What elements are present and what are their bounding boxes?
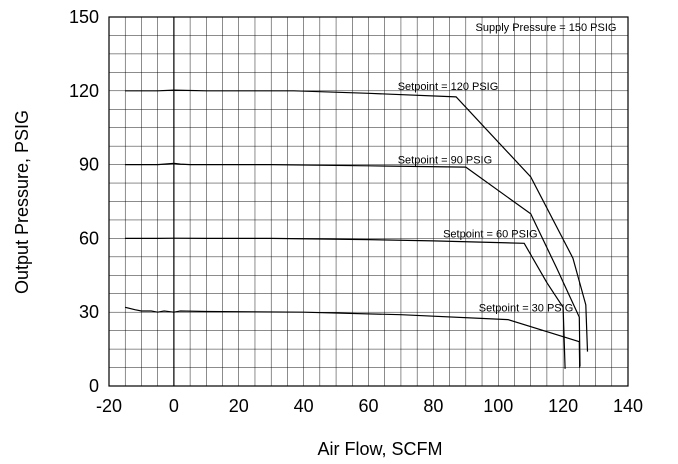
x-axis-title: Air Flow, SCFM (317, 439, 442, 459)
x-tick-label: 140 (613, 396, 643, 416)
annotation-label: Setpoint = 120 PSIG (398, 81, 499, 93)
y-tick-label: 150 (69, 7, 99, 27)
annotations: Supply Pressure = 150 PSIG Setpoint = 120… (398, 22, 617, 314)
y-tick-label: 0 (89, 376, 99, 396)
annotation-label: Supply Pressure = 150 PSIG (476, 22, 617, 34)
x-tick-label: 100 (483, 396, 513, 416)
annotation-label: Setpoint = 30 PSIG (479, 302, 573, 314)
y-tick-label: 90 (79, 155, 99, 175)
plot-frame-rect (108, 16, 629, 387)
annotation-label: Setpoint = 60 PSIG (443, 228, 537, 240)
y-axis-title: Output Pressure, PSIG (12, 110, 32, 294)
y-tick-label: 60 (79, 228, 99, 248)
series-line-1 (125, 162, 581, 367)
x-tick-label: 0 (169, 396, 179, 416)
y-tick-label: 30 (79, 302, 99, 322)
x-tick-label: 40 (294, 396, 314, 416)
series-line-2 (125, 237, 566, 369)
y-tick-label: 120 (69, 81, 99, 101)
x-tick-label: 60 (358, 396, 378, 416)
annotation-label: Setpoint = 90 PSIG (398, 155, 492, 167)
x-tick-label: 120 (548, 396, 578, 416)
x-tick-label: 20 (229, 396, 249, 416)
series-line-3 (125, 306, 581, 368)
series-layer (125, 89, 589, 369)
plot-frame (108, 16, 629, 387)
grid (109, 17, 628, 386)
series-line-0 (125, 89, 589, 352)
x-tick-label: -20 (96, 396, 122, 416)
x-tick-label: 80 (423, 396, 443, 416)
